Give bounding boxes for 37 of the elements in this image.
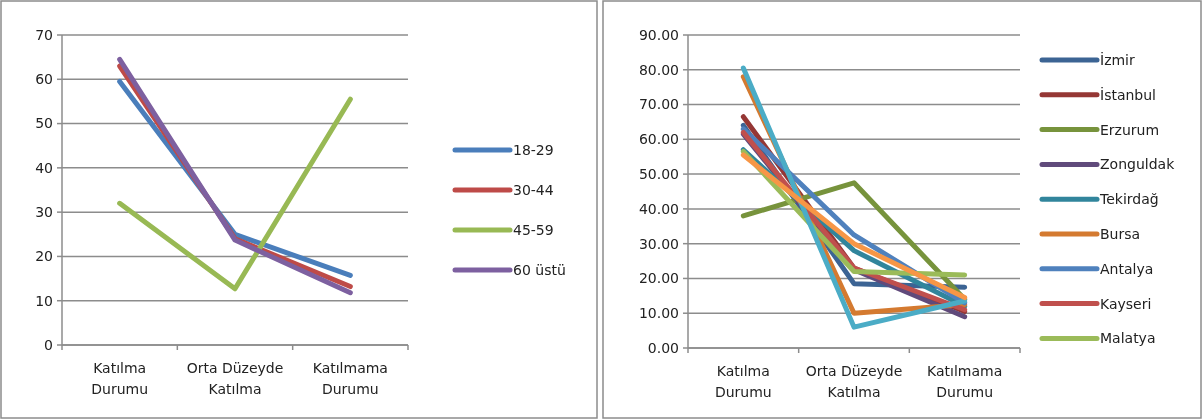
legend-label: İzmir [1100, 50, 1135, 68]
y-tick-label: 0 [44, 336, 53, 353]
y-tick-label: 80.00 [638, 61, 679, 78]
x-tick-label: Orta Düzeyde Katılma [186, 360, 284, 397]
legend-label: 45-59 [513, 221, 554, 238]
legend-label: Antalya [1100, 260, 1154, 277]
legend-label: Tekirdağ [1099, 191, 1159, 208]
y-tick-label: 50.00 [638, 166, 679, 183]
legend-label: Kayseri [1100, 295, 1152, 312]
legend-label: Malatya [1100, 330, 1156, 347]
legend-label: Bursa [1100, 225, 1141, 242]
y-tick-label: 30.00 [638, 235, 679, 252]
y-tick-label: 30 [35, 204, 53, 221]
y-tick-label: 60 [35, 71, 53, 88]
y-tick-label: 20 [35, 248, 53, 265]
y-tick-label: 20.00 [638, 270, 679, 287]
y-tick-label: 70 [35, 26, 53, 43]
legend-label: 60 üstü [513, 261, 566, 278]
y-tick-label: 10.00 [638, 305, 679, 322]
y-tick-label: 40 [35, 159, 53, 176]
x-tick-label: Orta Düzeyde Katılma [805, 363, 903, 400]
x-tick-label: Katılmama Durumu [312, 360, 388, 397]
y-tick-label: 50 [35, 115, 53, 132]
y-tick-label: 0.00 [647, 339, 679, 356]
y-tick-label: 60.00 [638, 131, 679, 148]
legend-label: Zonguldak [1100, 156, 1176, 173]
legend-label: Erzurum [1100, 121, 1160, 138]
y-tick-label: 40.00 [638, 200, 679, 217]
legend-label: 30-44 [513, 181, 554, 198]
x-tick-label: Katılma Durumu [714, 363, 772, 400]
y-tick-label: 90.00 [638, 26, 679, 43]
x-tick-label: Katılmama Durumu [927, 363, 1003, 400]
x-tick-label: Katılma Durumu [91, 360, 149, 397]
y-tick-label: 10 [35, 292, 53, 309]
y-tick-label: 70.00 [638, 96, 679, 113]
legend-label: 18-29 [513, 141, 554, 158]
legend-label: İstanbul [1100, 85, 1157, 103]
